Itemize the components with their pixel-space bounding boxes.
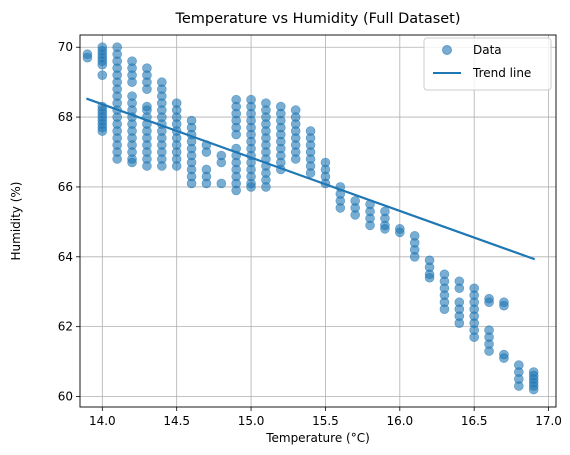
data-point — [231, 129, 241, 140]
data-point — [454, 318, 465, 328]
data-point — [484, 297, 494, 308]
data-point — [82, 52, 93, 63]
data-point — [514, 381, 524, 391]
data-point — [305, 168, 316, 178]
data-point — [484, 346, 494, 356]
x-tick-label: 14.5 — [163, 414, 190, 428]
data-point — [157, 161, 167, 171]
x-axis-ticks: 14.0 14.5 15.0 15.5 16.0 16.5 17.0 — [89, 407, 562, 428]
data-point — [127, 77, 137, 87]
plot-frame — [79, 34, 557, 408]
data-point — [261, 182, 271, 192]
data-point — [409, 252, 420, 262]
data-point — [499, 300, 509, 311]
y-tick-label: 70 — [58, 40, 73, 54]
data-point — [424, 272, 435, 283]
y-axis-ticks: 60 62 64 66 68 70 — [58, 40, 80, 404]
data-point — [246, 182, 256, 192]
legend-box — [423, 37, 552, 91]
legend: Data Trend line — [423, 37, 552, 91]
data-point — [97, 70, 108, 80]
y-tick-label: 62 — [58, 320, 73, 334]
x-tick-label: 16.5 — [461, 414, 488, 428]
data-point — [97, 59, 108, 70]
data-point — [499, 353, 509, 363]
y-tick-label: 66 — [58, 180, 73, 194]
data-point — [186, 178, 197, 189]
y-tick-label: 64 — [58, 250, 73, 264]
data-point — [127, 157, 137, 168]
data-point — [216, 157, 227, 168]
data-point — [469, 332, 479, 342]
data-point — [350, 210, 360, 220]
data-point — [231, 185, 241, 196]
x-tick-label: 14.0 — [89, 414, 116, 428]
x-tick-label: 15.0 — [238, 414, 265, 428]
x-tick-label: 16.0 — [386, 414, 413, 428]
data-point — [112, 154, 122, 164]
data-point — [290, 154, 301, 164]
trend-line — [86, 97, 536, 261]
y-axis-label: Humidity (%) — [9, 182, 23, 261]
data-point — [97, 126, 108, 136]
data-point — [171, 161, 182, 171]
legend-label-data: Data — [473, 43, 502, 57]
x-tick-label: 17.0 — [535, 414, 562, 428]
data-point — [216, 178, 227, 189]
trend-line-series — [86, 97, 536, 261]
scatter-series — [82, 42, 539, 395]
data-point — [142, 84, 152, 94]
y-tick-label: 60 — [58, 390, 73, 404]
legend-label-trend: Trend line — [472, 66, 531, 80]
data-point — [201, 178, 212, 189]
data-point — [142, 161, 152, 171]
data-point — [201, 147, 212, 157]
legend-marker-data — [442, 45, 452, 55]
x-tick-label: 15.5 — [312, 414, 339, 428]
data-point — [528, 384, 539, 395]
y-tick-label: 68 — [58, 110, 73, 124]
data-point — [454, 283, 465, 294]
data-point — [439, 304, 450, 314]
data-point — [395, 227, 405, 238]
x-axis-label: Temperature (°C) — [265, 431, 370, 445]
chart-title: Temperature vs Humidity (Full Dataset) — [174, 11, 460, 27]
data-point — [365, 220, 375, 231]
data-point — [380, 224, 390, 234]
data-point — [335, 203, 346, 213]
